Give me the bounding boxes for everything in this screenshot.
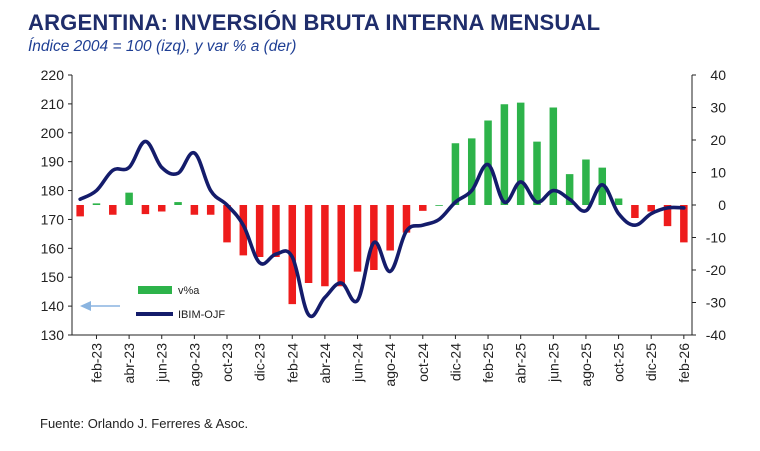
x-tick-label: dic-25 (643, 343, 659, 381)
x-tick-label: abr-24 (317, 343, 333, 384)
right-tick-label: -20 (706, 262, 726, 278)
bar (353, 205, 362, 272)
x-tick-label: oct-25 (611, 343, 627, 382)
bar (92, 203, 101, 206)
bar (435, 205, 443, 206)
bar (680, 205, 688, 243)
bar (174, 202, 182, 205)
bar (419, 205, 427, 211)
left-tick-label: 220 (41, 67, 65, 83)
x-tick-label: jun-25 (545, 343, 561, 383)
left-tick-label: 130 (41, 327, 65, 343)
bar (109, 205, 117, 215)
arrow-marker (80, 301, 120, 311)
left-tick-label: 170 (41, 211, 65, 227)
right-axis-ticks: 40 30 20 10 0 -10 -20 -30 -40 (692, 67, 726, 343)
right-tick-label: -40 (706, 327, 726, 343)
legend: v%a IBIM-OJF (136, 285, 225, 321)
left-tick-label: 200 (41, 125, 65, 141)
bar (239, 205, 248, 256)
bar (500, 104, 509, 205)
chart-subtitle: Índice 2004 = 100 (izq), y var % a (der) (28, 38, 297, 55)
bar (614, 198, 623, 205)
legend-label-bars: v%a (178, 285, 200, 297)
x-axis-ticks: feb-23 abr-23 jun-23 ago-23 oct-23 dic-23 feb-… (88, 335, 692, 387)
bar (565, 174, 574, 206)
left-axis-ticks: 220 210 200 190 180 170 160 150 140 130 (41, 67, 72, 343)
legend-swatch-bars (138, 286, 172, 294)
bar (467, 138, 476, 206)
x-tick-label: dic-23 (252, 343, 268, 381)
left-tick-label: 180 (41, 183, 65, 199)
source-note: Fuente: Orlando J. Ferreres & Asoc. (40, 416, 249, 431)
right-tick-label: -30 (706, 295, 726, 311)
bar (516, 102, 525, 206)
bar (337, 205, 345, 287)
x-tick-label: ago-24 (382, 343, 398, 387)
right-tick-label: 0 (718, 197, 726, 213)
left-tick-label: 150 (41, 269, 65, 285)
bar (663, 205, 672, 227)
left-tick-label: 140 (41, 298, 65, 314)
bar (631, 205, 639, 218)
bar (141, 205, 150, 215)
bar (582, 159, 590, 205)
right-tick-label: 30 (710, 100, 726, 116)
bar (549, 107, 558, 205)
bar (451, 143, 460, 205)
right-tick-label: -10 (706, 230, 726, 246)
bar (272, 205, 280, 257)
bar (125, 192, 133, 205)
bar (157, 205, 166, 212)
right-tick-label: 40 (710, 67, 726, 83)
legend-label-line: IBIM-OJF (178, 309, 225, 321)
x-tick-label: abr-23 (121, 343, 137, 384)
x-tick-label: abr-25 (513, 343, 529, 384)
x-tick-label: dic-24 (447, 343, 463, 381)
x-tick-label: ago-25 (578, 343, 594, 387)
bar (386, 205, 394, 251)
line-ibim (78, 139, 686, 319)
bar (533, 141, 541, 206)
bar (402, 205, 411, 233)
bar (321, 205, 329, 287)
x-tick-label: jun-23 (154, 343, 170, 383)
left-tick-label: 160 (41, 240, 65, 256)
x-tick-label: feb-25 (480, 343, 496, 383)
bar (190, 205, 199, 215)
x-tick-label: ago-23 (186, 343, 202, 387)
bar-series (76, 102, 688, 305)
left-tick-label: 210 (41, 96, 65, 112)
x-tick-label: feb-24 (284, 343, 300, 383)
bar (206, 205, 215, 215)
bar (304, 205, 313, 283)
bar (370, 205, 378, 270)
x-tick-label: oct-23 (219, 343, 235, 382)
bar (223, 205, 231, 243)
right-tick-label: 10 (710, 165, 726, 181)
chart-title: ARGENTINA: INVERSIÓN BRUTA INTERNA MENSU… (28, 10, 601, 35)
right-tick-label: 20 (710, 132, 726, 148)
bar (255, 205, 264, 257)
x-tick-label: feb-23 (88, 343, 104, 383)
bar (76, 205, 84, 217)
x-tick-label: oct-24 (415, 343, 431, 382)
bar (647, 205, 655, 212)
x-tick-label: jun-24 (350, 343, 366, 383)
line-series (78, 139, 686, 319)
left-tick-label: 190 (41, 154, 65, 170)
arrow-head (80, 301, 91, 311)
x-tick-label: feb-26 (676, 343, 692, 383)
